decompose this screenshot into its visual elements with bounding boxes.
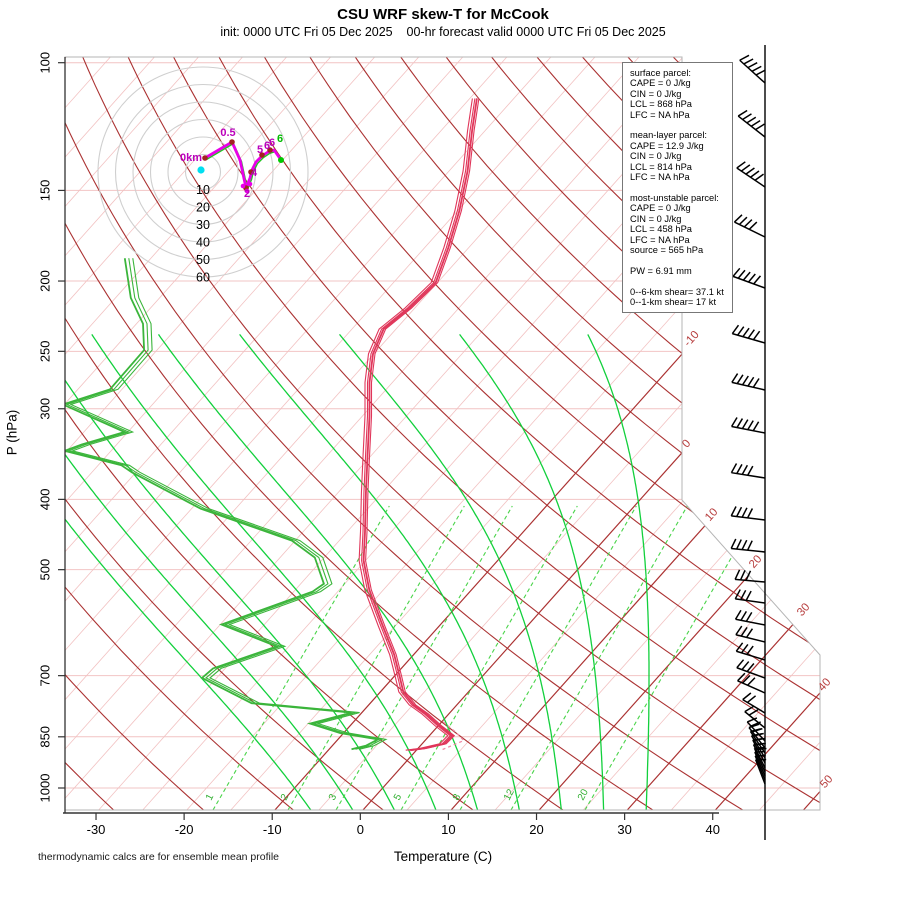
svg-text:30: 30 bbox=[795, 601, 812, 619]
svg-text:30: 30 bbox=[196, 218, 210, 232]
svg-text:300: 300 bbox=[37, 398, 52, 420]
svg-text:10: 10 bbox=[703, 506, 720, 524]
svg-text:2: 2 bbox=[279, 792, 292, 802]
svg-text:0km: 0km bbox=[180, 152, 202, 164]
svg-text:6: 6 bbox=[269, 137, 275, 149]
svg-text:1: 1 bbox=[204, 792, 217, 802]
svg-text:700: 700 bbox=[37, 665, 52, 687]
svg-text:40: 40 bbox=[705, 822, 719, 837]
svg-text:50: 50 bbox=[196, 253, 210, 267]
svg-text:-30: -30 bbox=[87, 822, 106, 837]
svg-text:20: 20 bbox=[529, 822, 543, 837]
svg-text:3: 3 bbox=[327, 792, 340, 802]
svg-text:10: 10 bbox=[441, 822, 455, 837]
parcel-info-box: surface parcel: CAPE = 0 J/kg CIN = 0 J/… bbox=[622, 62, 733, 314]
temperature-ticks: -30 -20 -10 0 10 20 30 40 bbox=[87, 813, 720, 837]
svg-text:0: 0 bbox=[357, 822, 364, 837]
svg-text:20: 20 bbox=[196, 201, 210, 215]
svg-text:150: 150 bbox=[37, 180, 52, 202]
svg-text:400: 400 bbox=[37, 489, 52, 511]
mixing-ratio-lines: 1 2 3 5 8 12 20 bbox=[204, 505, 762, 810]
svg-text:100: 100 bbox=[37, 52, 52, 74]
temperature-profile bbox=[358, 98, 480, 752]
svg-text:-10: -10 bbox=[263, 822, 282, 837]
footnote: thermodynamic calcs are for ensemble mea… bbox=[38, 851, 280, 863]
svg-text:2: 2 bbox=[244, 188, 250, 200]
svg-text:5: 5 bbox=[257, 144, 263, 156]
svg-text:850: 850 bbox=[37, 726, 52, 748]
svg-text:40: 40 bbox=[816, 676, 833, 694]
svg-text:60: 60 bbox=[196, 271, 210, 285]
svg-text:10: 10 bbox=[196, 183, 210, 197]
svg-text:40: 40 bbox=[196, 236, 210, 250]
svg-text:-10: -10 bbox=[682, 329, 702, 349]
pressure-ticks: 100 150 200 250 300 400 500 700 850 1000 bbox=[37, 52, 65, 803]
page-subtitle: init: 0000 UTC Fri 05 Dec 2025 00-hr for… bbox=[220, 25, 666, 39]
svg-text:500: 500 bbox=[37, 559, 52, 581]
svg-text:20: 20 bbox=[747, 553, 764, 571]
pressure-axis-label: P (hPa) bbox=[4, 409, 20, 456]
svg-text:30: 30 bbox=[617, 822, 631, 837]
wind-barbs bbox=[730, 45, 767, 840]
dewpoint-profile bbox=[65, 258, 388, 751]
svg-text:50: 50 bbox=[818, 773, 835, 791]
moist-adiabats bbox=[65, 333, 650, 810]
svg-text:-20: -20 bbox=[175, 822, 194, 837]
svg-text:250: 250 bbox=[37, 340, 52, 362]
svg-text:20: 20 bbox=[576, 787, 591, 802]
svg-text:6: 6 bbox=[277, 133, 283, 145]
svg-text:1000: 1000 bbox=[37, 774, 52, 803]
svg-text:4: 4 bbox=[251, 167, 258, 179]
page-title: CSU WRF skew-T for McCook bbox=[337, 6, 549, 23]
plot-frame bbox=[63, 56, 821, 814]
svg-text:8: 8 bbox=[451, 792, 464, 802]
svg-text:0.5: 0.5 bbox=[220, 127, 235, 139]
svg-text:6: 6 bbox=[264, 140, 270, 152]
svg-text:200: 200 bbox=[37, 270, 52, 292]
svg-text:12: 12 bbox=[502, 787, 517, 802]
temperature-axis-label: Temperature (C) bbox=[393, 849, 493, 864]
svg-text:5: 5 bbox=[392, 792, 405, 802]
